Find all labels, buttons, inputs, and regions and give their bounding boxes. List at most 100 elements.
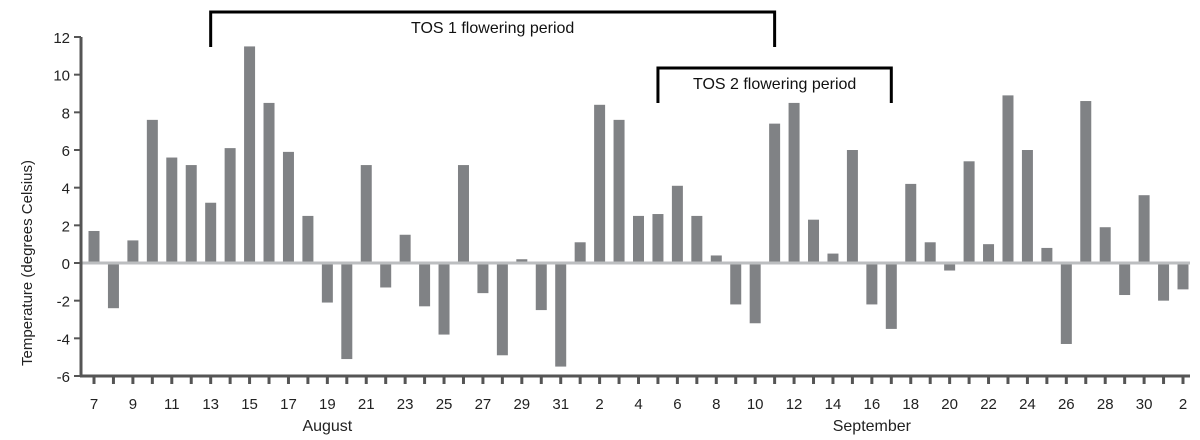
bar-aug-20 <box>341 263 353 360</box>
flowering-bracket <box>656 66 893 103</box>
x-tick-label: 19 <box>319 396 336 413</box>
flowering-bracket <box>209 10 777 47</box>
bar-oct-1 <box>1158 263 1170 301</box>
x-tick-label: 16 <box>864 396 881 413</box>
bar-sep-5 <box>652 214 664 263</box>
y-tick-label: 0 <box>62 256 70 273</box>
bar-sep-4 <box>633 215 644 263</box>
bar-oct-2 <box>1177 263 1189 290</box>
x-tick-label: 30 <box>1136 396 1153 413</box>
bar-aug-13 <box>205 202 217 263</box>
x-tick-label: 13 <box>202 396 219 413</box>
bar-sep-6 <box>671 185 683 263</box>
y-tick-label: 12 <box>53 30 70 47</box>
bar-aug-23 <box>399 234 411 263</box>
bar-sep-17 <box>885 263 897 329</box>
flowering-period-brackets: TOS 1 flowering period TOS 2 flowering pe… <box>209 10 893 103</box>
bar-sep-15 <box>846 150 858 263</box>
bar-sep-24 <box>1021 150 1033 263</box>
bar-sep-22 <box>983 244 995 263</box>
y-axis: -6 -4 -2 0 2 4 6 8 10 12 <box>53 30 83 386</box>
bar-aug-19 <box>321 263 333 303</box>
bar-sep-2 <box>594 104 606 263</box>
bar-sep-26 <box>1060 263 1072 344</box>
bar-sep-19 <box>924 242 936 263</box>
x-tick-label: 7 <box>90 396 98 413</box>
bar-sep-7 <box>691 215 703 263</box>
month-labels: August September <box>302 418 911 435</box>
bar-aug-15 <box>244 46 256 263</box>
bar-sep-1 <box>574 242 586 263</box>
x-tick-label: 23 <box>397 396 414 413</box>
y-axis-label: Temperature (degrees Celsius) <box>19 160 36 366</box>
x-tick-label: 10 <box>747 396 764 413</box>
bar-sep-23 <box>1002 95 1014 263</box>
x-tick-label: 11 <box>164 396 180 413</box>
bar-aug-10 <box>146 119 158 263</box>
y-tick-label: 6 <box>62 143 70 160</box>
x-tick-label: 22 <box>980 396 997 413</box>
bar-sep-12 <box>788 102 800 264</box>
x-tick-label: 18 <box>902 396 919 413</box>
x-tick-label: 29 <box>513 396 530 413</box>
bar-sep-10 <box>749 263 761 324</box>
bar-aug-24 <box>419 263 431 307</box>
month-label: September <box>833 418 912 435</box>
x-tick-label: 17 <box>280 396 297 413</box>
bars <box>88 46 1189 367</box>
y-tick-label: -4 <box>57 331 70 348</box>
x-tick-label: 4 <box>634 396 642 413</box>
bar-aug-8 <box>107 263 119 309</box>
bar-aug-28 <box>496 263 508 356</box>
flowering-period-label: TOS 2 flowering period <box>693 76 856 93</box>
x-tick-label: 26 <box>1058 396 1075 413</box>
x-tick-label: 8 <box>712 396 720 413</box>
bar-sep-11 <box>769 123 781 263</box>
bar-sep-13 <box>808 219 820 263</box>
bar-aug-9 <box>127 240 139 263</box>
x-tick-label: 20 <box>941 396 958 413</box>
bar-aug-29 <box>516 259 528 263</box>
bar-aug-31 <box>555 263 567 367</box>
y-tick-label: 10 <box>53 68 70 85</box>
y-tick-label: -2 <box>57 294 70 311</box>
x-tick-label: 9 <box>129 396 137 413</box>
bar-sep-28 <box>1099 227 1111 263</box>
bar-sep-27 <box>1080 101 1092 264</box>
x-tick-label: 6 <box>673 396 681 413</box>
bar-sep-20 <box>944 263 956 271</box>
bar-aug-16 <box>263 102 275 264</box>
x-tick-label: 24 <box>1019 396 1036 413</box>
month-label: August <box>302 418 352 435</box>
bar-aug-25 <box>438 263 450 335</box>
bar-sep-8 <box>710 255 722 263</box>
y-tick-label: 4 <box>62 181 70 198</box>
bar-aug-11 <box>166 157 178 263</box>
bar-sep-29 <box>1119 263 1131 296</box>
x-tick-label: 12 <box>786 396 803 413</box>
x-tick-label: 14 <box>825 396 842 413</box>
x-tick-label: 31 <box>552 396 569 413</box>
bar-aug-26 <box>457 165 469 263</box>
x-tick-label: 15 <box>241 396 258 413</box>
x-tick-label: 2 <box>595 396 603 413</box>
y-tick-label: 2 <box>62 218 70 235</box>
bar-aug-21 <box>360 165 372 263</box>
bar-sep-9 <box>730 263 742 305</box>
x-tick-label: 21 <box>358 396 375 413</box>
bar-sep-16 <box>866 263 878 305</box>
flowering-period-label: TOS 1 flowering period <box>411 20 574 37</box>
x-tick-label: 28 <box>1097 396 1114 413</box>
bar-aug-12 <box>185 165 197 263</box>
x-axis: 7 9 11 13 15 17 19 21 23 25 27 29 31 2 4 6 8 10 12 14 16 18 20… <box>80 374 1190 413</box>
bar-aug-30 <box>535 263 547 311</box>
bar-aug-17 <box>282 151 294 263</box>
bar-aug-27 <box>477 263 489 294</box>
bar-sep-3 <box>613 119 625 263</box>
bar-aug-22 <box>380 263 392 288</box>
y-tick-label: -6 <box>57 369 70 386</box>
x-tick-label: 25 <box>436 396 453 413</box>
bar-sep-14 <box>827 253 839 263</box>
bar-sep-18 <box>905 183 917 263</box>
